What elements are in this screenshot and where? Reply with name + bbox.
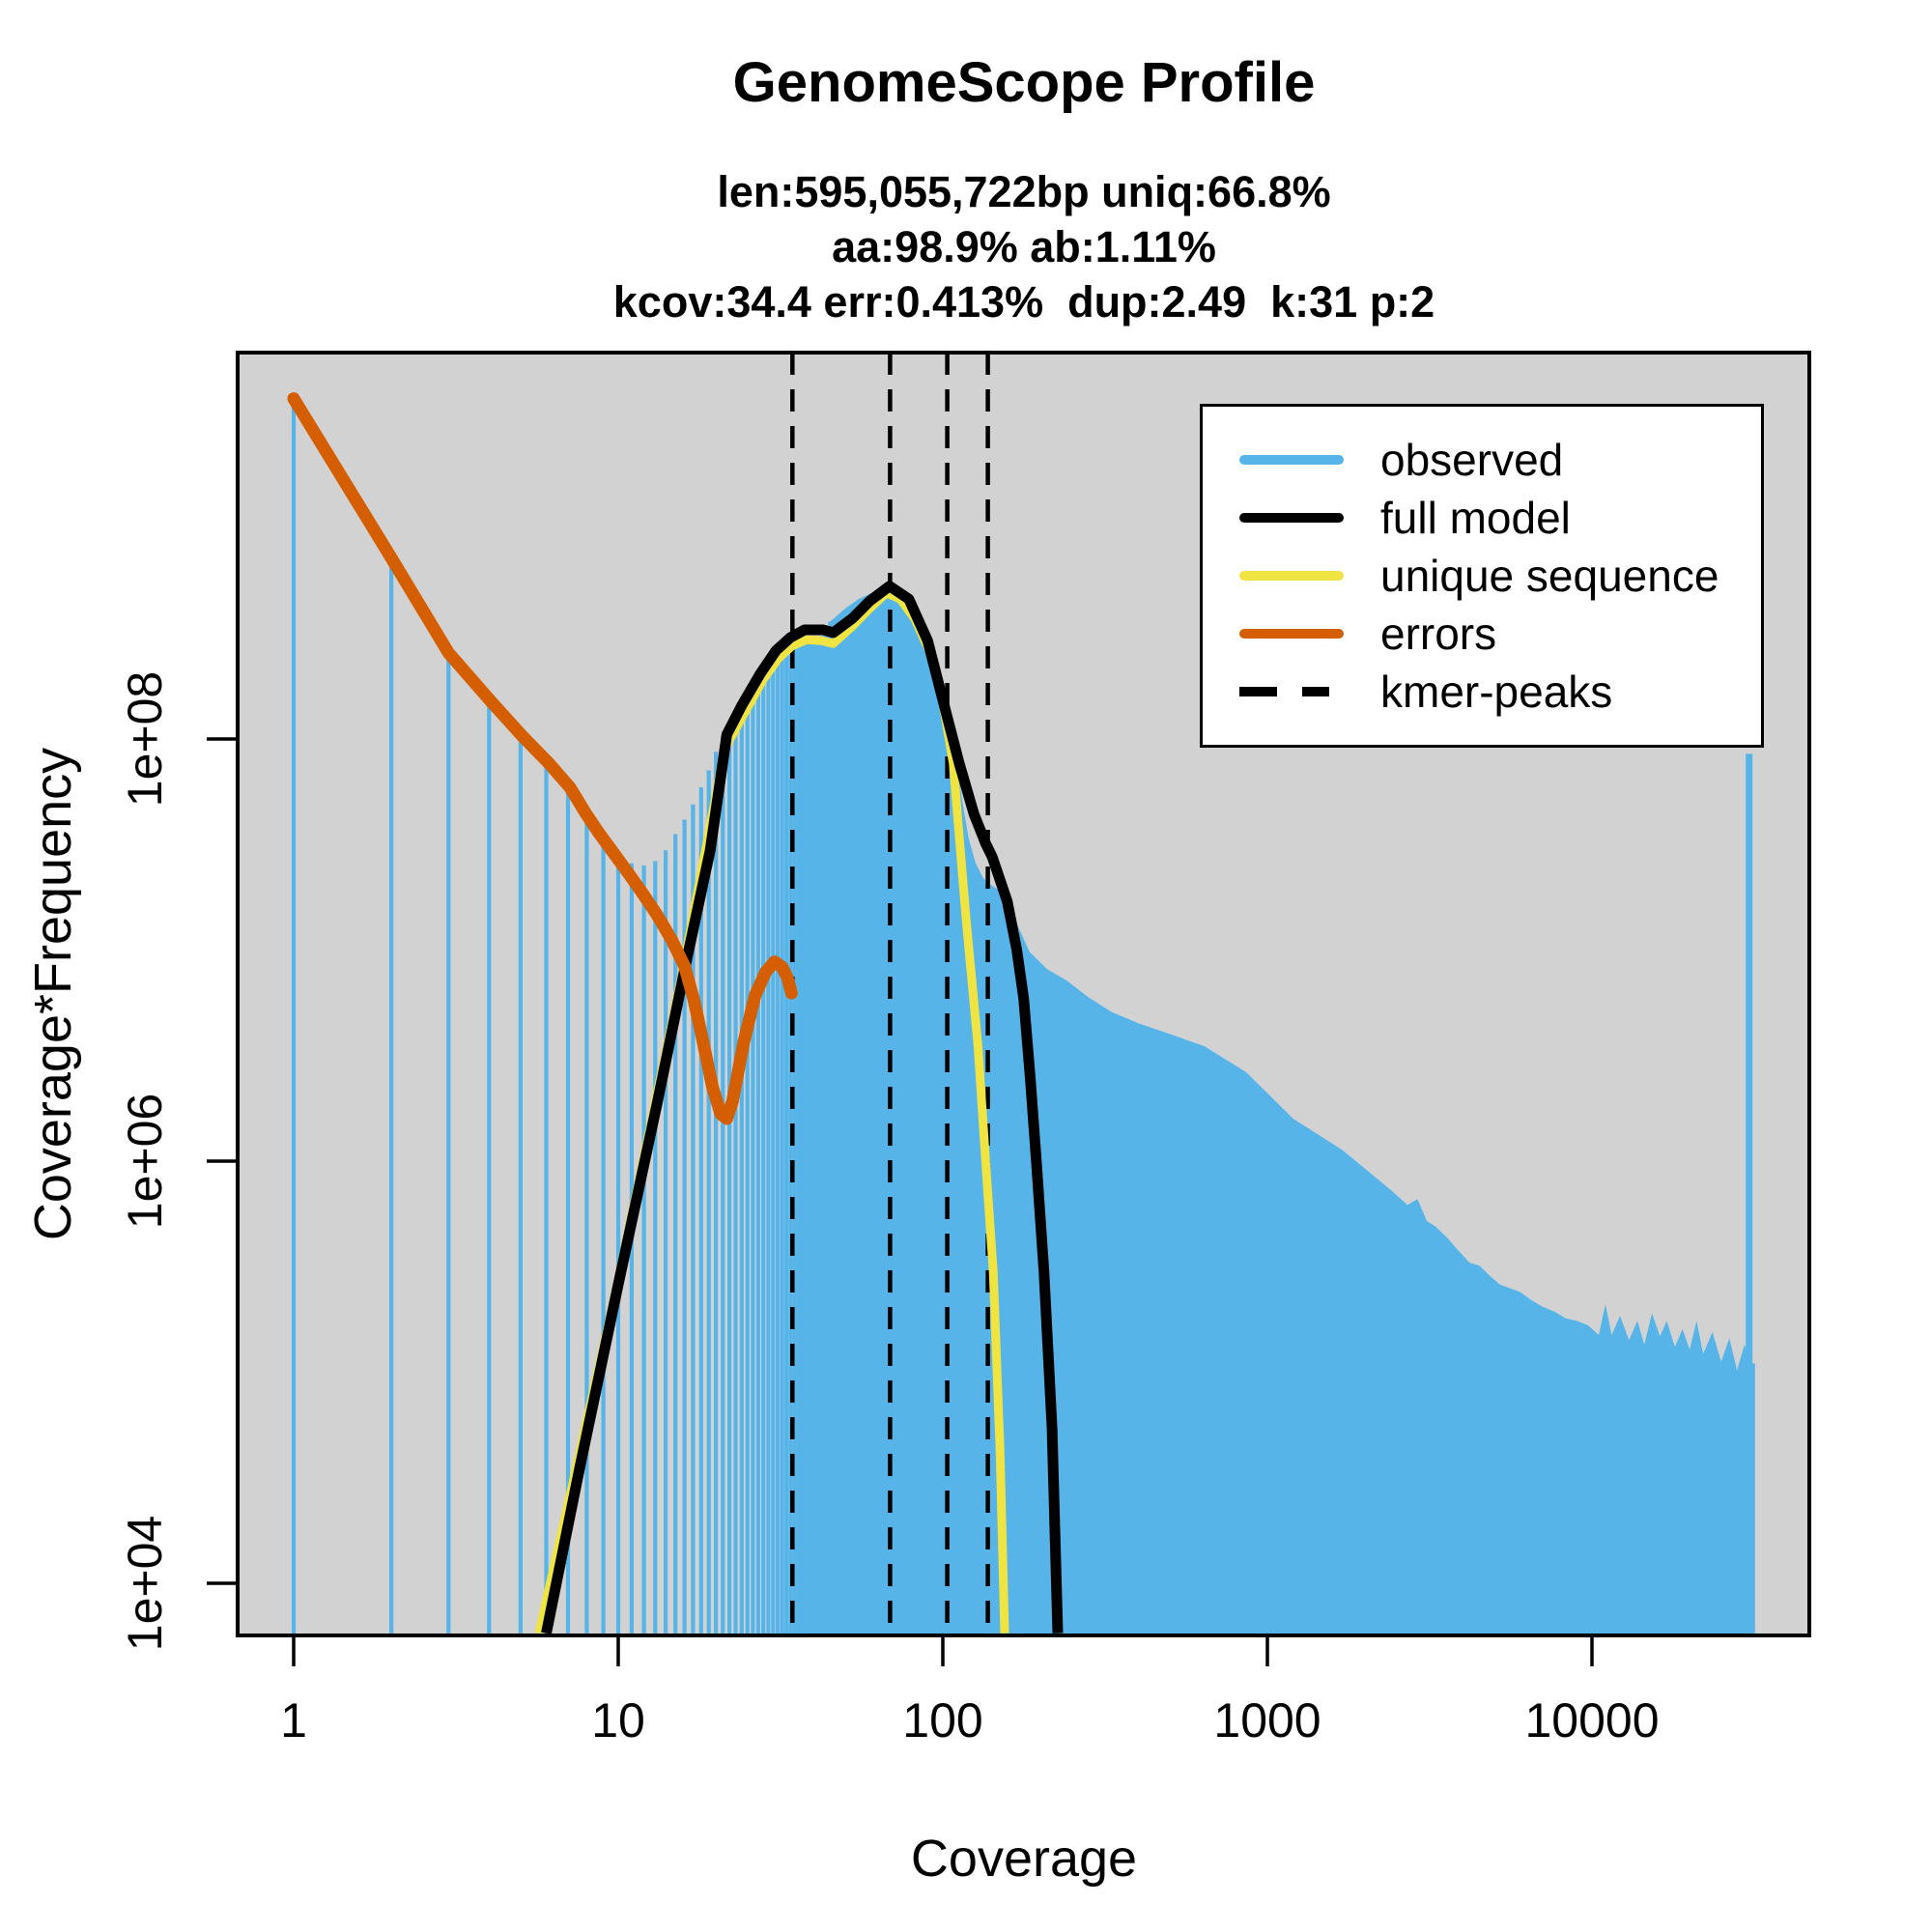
y-axis-label: Coverage*Frequency: [24, 747, 82, 1241]
legend-item-errors: errors: [1239, 605, 1761, 663]
chart-stats-line-1: len:595,055,722bp uniq:66.8%: [717, 167, 1331, 216]
legend-item-kmer-peaks: kmer-peaks: [1239, 663, 1761, 721]
legend-label-full-model: full model: [1380, 493, 1571, 543]
errors-line-icon: [1239, 629, 1344, 639]
legend-label-unique-sequence: unique sequence: [1380, 551, 1719, 601]
legend-item-observed: observed: [1239, 431, 1761, 489]
observed-line-icon: [1239, 455, 1344, 465]
x-tick-label-10: 10: [591, 1693, 645, 1747]
x-tick-label-100: 100: [902, 1693, 983, 1747]
legend-item-unique-sequence: unique sequence: [1239, 547, 1761, 605]
legend-label-errors: errors: [1380, 609, 1497, 659]
legend-item-full-model: full model: [1239, 489, 1761, 547]
full-model-line-icon: [1239, 513, 1344, 523]
chart-stats-line-2: aa:98.9% ab:1.11%: [832, 222, 1216, 271]
kmer-peaks-dashed-line-icon: [1239, 687, 1344, 696]
chart-stats-line-3: kcov:34.4 err:0.413% dup:2.49 k:31 p:2: [612, 277, 1435, 327]
unique-sequence-line-icon: [1239, 571, 1344, 581]
legend-box: observed full model unique sequence erro…: [1200, 404, 1764, 748]
y-tick-label-1e08: 1e+08: [118, 670, 172, 808]
legend-label-observed: observed: [1380, 435, 1564, 485]
y-tick-label-1e06: 1e+06: [118, 1093, 172, 1230]
x-tick-label-1000: 1000: [1213, 1693, 1321, 1747]
x-axis-label: Coverage: [910, 1830, 1138, 1888]
x-tick-label-1: 1: [280, 1693, 307, 1747]
legend-label-kmer-peaks: kmer-peaks: [1380, 667, 1613, 717]
x-tick-label-10000: 10000: [1524, 1693, 1660, 1747]
chart-title: GenomeScope Profile: [732, 51, 1316, 114]
y-tick-label-1e04: 1e+04: [118, 1515, 172, 1652]
